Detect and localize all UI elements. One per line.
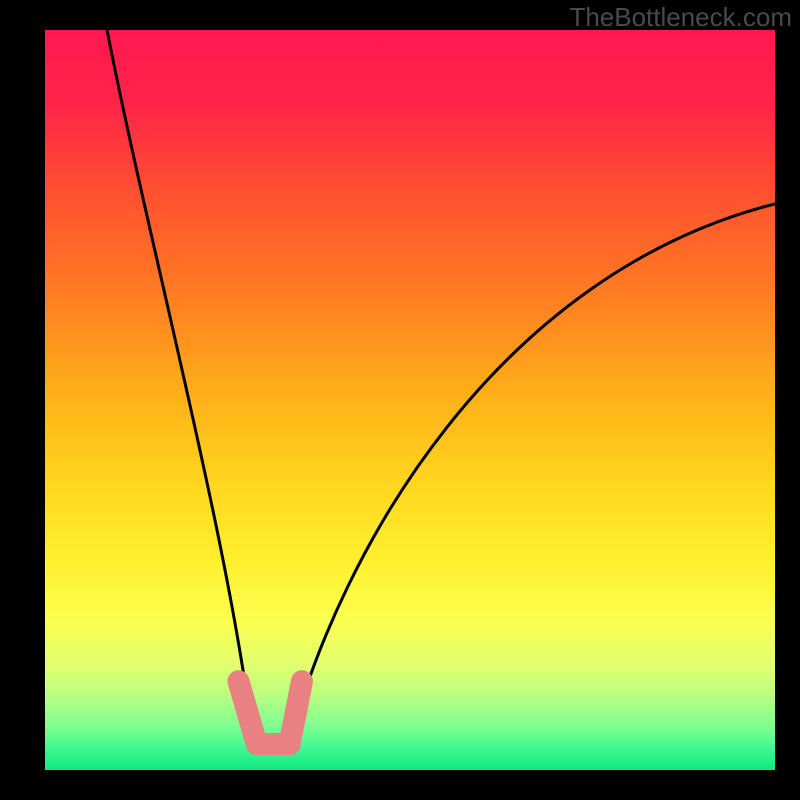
watermark-text: TheBottleneck.com <box>569 2 792 33</box>
bottleneck-curve-plot <box>0 0 800 800</box>
chart-stage: TheBottleneck.com <box>0 0 800 800</box>
